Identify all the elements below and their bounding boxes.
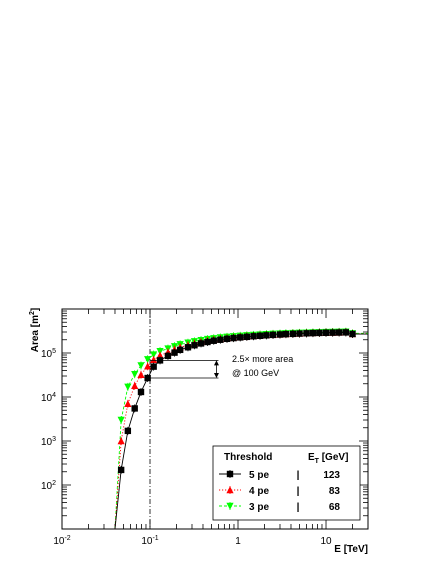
legend: Threshold ET [GeV] 5 pe | 123 4 pe | 83 3 pe | 6…	[212, 445, 361, 521]
legend-separator: |	[297, 470, 300, 481]
data-point	[335, 329, 343, 336]
data-point	[349, 330, 356, 338]
data-point	[171, 349, 178, 356]
data-point	[117, 466, 125, 474]
axis-ticks	[61, 309, 369, 530]
data-point	[289, 330, 297, 338]
legend-separator: |	[297, 486, 300, 497]
data-point	[117, 437, 125, 445]
data-point	[197, 340, 205, 347]
data-point	[144, 374, 151, 382]
data-point	[124, 427, 132, 435]
x-tick-labels: 10-2 10-1 1 10	[53, 535, 332, 547]
x-axis-title: E [TeV]	[334, 544, 368, 555]
legend-box	[212, 445, 361, 521]
data-point	[329, 329, 336, 336]
y-tick-label: 104	[41, 392, 56, 404]
y-axis-title: Area [m2]	[29, 308, 41, 353]
legend-label: 4 pe	[249, 486, 269, 497]
data-point	[131, 370, 139, 378]
legend-marker	[226, 502, 234, 510]
legend-label: 5 pe	[249, 470, 269, 481]
legend-marker	[226, 486, 234, 494]
y-tick-label: 103	[41, 436, 56, 448]
legend-header-threshold: Threshold	[224, 452, 272, 463]
data-point	[263, 332, 270, 339]
data-point	[137, 388, 145, 396]
legend-header-energy: ET [GeV]	[308, 452, 348, 465]
data-point	[150, 363, 157, 370]
data-point	[150, 351, 158, 359]
data-point	[237, 334, 244, 341]
annotation-text-line1: 2.5× more area	[232, 354, 293, 364]
data-point	[144, 356, 152, 364]
legend-row: 3 pe | 68	[219, 502, 340, 513]
annotation-arrowhead-down	[213, 373, 219, 379]
legend-marker	[226, 470, 234, 478]
data-point	[156, 351, 164, 359]
data-point	[210, 337, 217, 344]
data-point	[276, 331, 284, 338]
data-point	[230, 334, 237, 342]
legend-value: 123	[323, 470, 340, 481]
series-points	[117, 327, 357, 474]
data-point	[191, 342, 198, 349]
data-point	[176, 346, 184, 354]
data-point	[131, 381, 139, 389]
data-point	[124, 383, 132, 391]
data-point	[322, 329, 330, 336]
data-point	[223, 335, 231, 343]
data-point	[243, 333, 251, 341]
data-point	[303, 330, 310, 337]
data-point	[309, 329, 317, 337]
y-tick-labels: 102 103 104 105	[41, 348, 56, 492]
annotation-arrowhead-up	[213, 360, 219, 366]
legend-value: 83	[329, 486, 341, 497]
y-tick-label: 102	[41, 480, 56, 492]
legend-separator: |	[297, 502, 300, 513]
legend-row: 5 pe | 123	[219, 470, 340, 481]
data-point	[131, 405, 138, 412]
data-point	[117, 416, 125, 424]
x-tick-label: 10	[320, 536, 332, 547]
legend-row: 4 pe | 83	[219, 486, 340, 497]
data-point	[137, 370, 145, 378]
x-tick-label: 1	[235, 536, 241, 547]
data-point	[256, 332, 264, 339]
data-point	[217, 336, 224, 343]
data-point	[296, 330, 303, 337]
series-line	[114, 331, 368, 530]
data-point	[316, 329, 323, 337]
data-point	[184, 344, 192, 351]
data-point	[124, 400, 132, 408]
data-point	[150, 356, 158, 364]
data-point	[282, 330, 290, 338]
data-point	[164, 352, 172, 360]
data-point	[269, 331, 277, 339]
legend-value: 68	[329, 502, 341, 513]
legend-rows: 5 pe | 123 4 pe | 83 3 pe | 68	[219, 470, 340, 513]
data-point	[250, 333, 257, 340]
x-tick-label: 10-2	[53, 535, 70, 547]
area-annotation: 2.5× more area @ 100 GeV	[150, 354, 293, 379]
annotation-text-line2: @ 100 GeV	[232, 368, 279, 378]
data-point	[342, 329, 350, 336]
data-point	[137, 362, 145, 370]
x-tick-label: 10-1	[141, 535, 158, 547]
y-tick-label: 105	[41, 348, 56, 360]
legend-label: 3 pe	[249, 502, 269, 513]
data-point	[144, 362, 152, 370]
data-point	[204, 338, 211, 346]
plot-frame	[61, 308, 369, 530]
